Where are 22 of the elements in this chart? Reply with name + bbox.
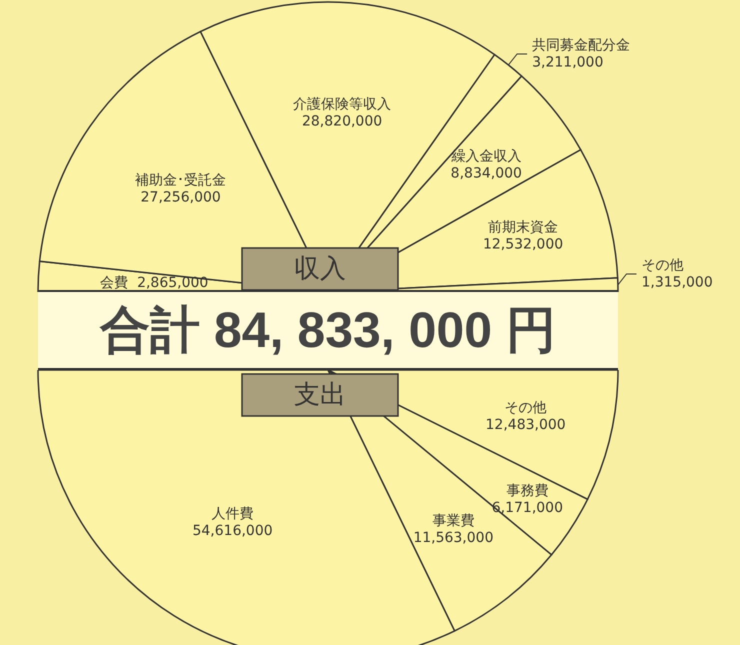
slice-label: 事務費 <box>506 483 548 500</box>
slice-label: 補助金･受託金 <box>135 172 226 188</box>
data-label: 8,834,000 <box>450 165 522 182</box>
slice-label: その他 <box>641 258 684 274</box>
slice-label: 前期末資金 <box>488 219 558 236</box>
data-label: 28,820,000 <box>302 113 382 130</box>
data-label: 12,532,000 <box>482 236 564 252</box>
text: 収入 <box>294 254 346 284</box>
slice-label: 事業費 <box>432 513 474 530</box>
text: 合計 84, 833, 000 円 <box>38 290 618 370</box>
slice-label: 共同募金配分金 <box>532 37 630 54</box>
slice-label: 会費 2,865,000 <box>100 274 208 291</box>
slice-label: 介護保険等収入 <box>293 96 392 112</box>
data-label: 3,211,000 <box>532 54 604 70</box>
data-label: 27,256,000 <box>140 189 221 206</box>
slice-label: 人件費 <box>212 506 254 522</box>
data-label: 11,563,000 <box>413 530 494 546</box>
data-label: 1,315,000 <box>641 274 713 290</box>
chart-title: 支出 <box>294 380 346 410</box>
data-label: 54,616,000 <box>192 522 273 539</box>
slice-label: その他 <box>504 400 547 416</box>
data-label: 12,483,000 <box>486 417 566 434</box>
